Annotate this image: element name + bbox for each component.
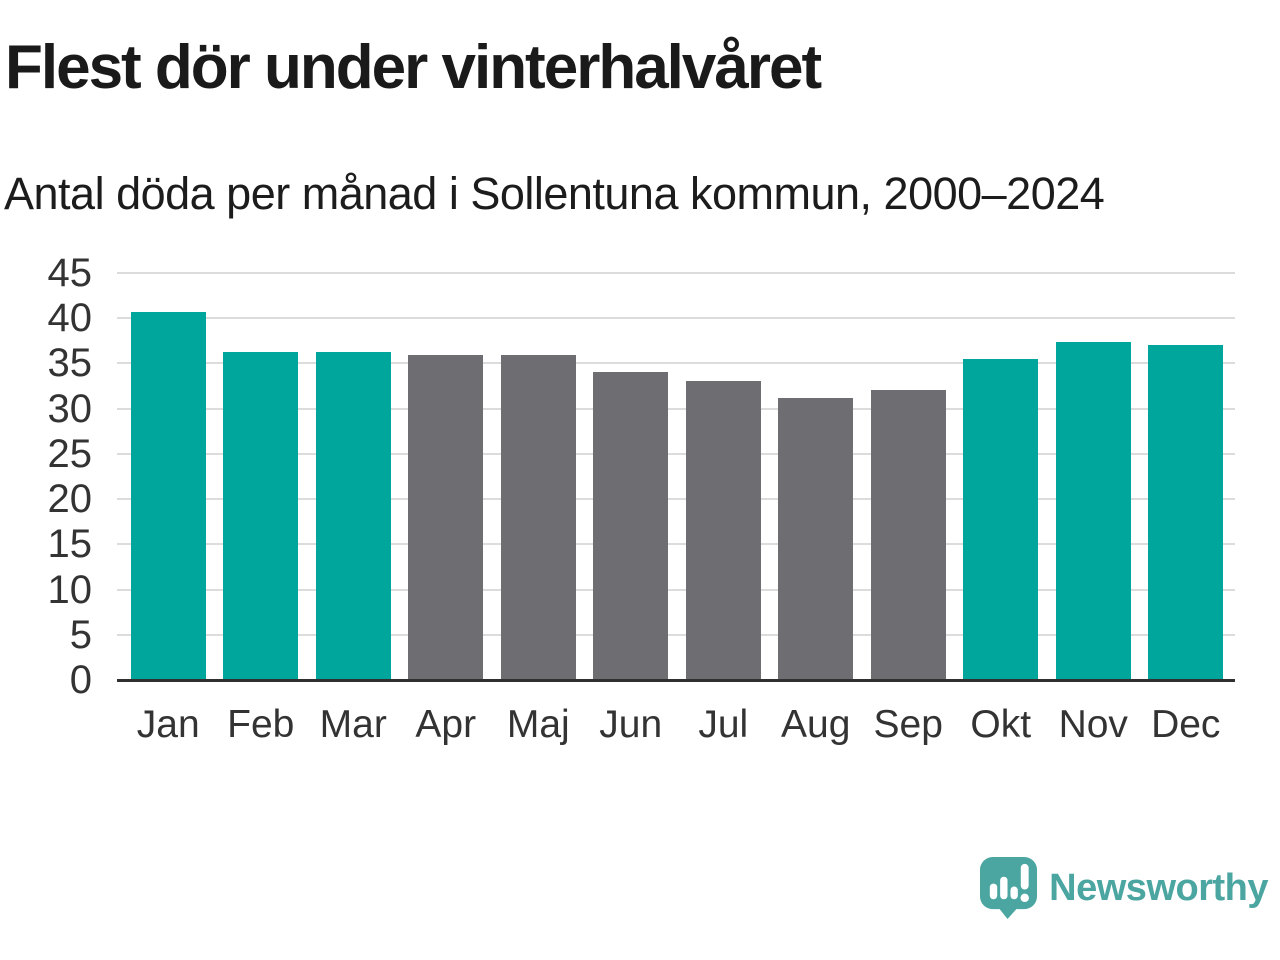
x-tick-okt: Okt bbox=[970, 703, 1032, 746]
bar-slot-feb bbox=[215, 351, 308, 680]
bar-okt bbox=[963, 358, 1039, 680]
y-tick-40: 40 bbox=[47, 296, 93, 341]
bar-mar bbox=[315, 351, 391, 680]
x-tick-dec: Dec bbox=[1151, 703, 1221, 746]
bar-slot-nov bbox=[1047, 341, 1140, 680]
gridline-5 bbox=[117, 633, 1235, 636]
bar-slot-jul bbox=[677, 380, 770, 680]
gridline-20 bbox=[117, 498, 1235, 501]
y-tick-10: 10 bbox=[47, 567, 93, 612]
y-tick-0: 0 bbox=[69, 658, 92, 702]
bar-slot-maj bbox=[492, 355, 585, 680]
x-tick-aug: Aug bbox=[781, 703, 851, 746]
y-tick-25: 25 bbox=[47, 431, 93, 476]
bars-container bbox=[122, 273, 1232, 680]
bar-nov bbox=[1055, 341, 1131, 680]
bar-jan bbox=[130, 311, 206, 680]
gridline-10 bbox=[117, 588, 1235, 591]
bar-slot-jan bbox=[122, 311, 215, 680]
bar-apr bbox=[408, 355, 484, 680]
gridline-45 bbox=[117, 272, 1235, 274]
bar-slot-sep bbox=[862, 389, 955, 680]
y-tick-5: 5 bbox=[69, 612, 92, 657]
gridline-35 bbox=[117, 362, 1235, 365]
x-tick-mar: Mar bbox=[319, 703, 387, 746]
y-tick-30: 30 bbox=[47, 386, 93, 431]
bar-sep bbox=[870, 389, 946, 680]
x-tick-nov: Nov bbox=[1058, 703, 1128, 746]
bar-jul bbox=[685, 380, 761, 680]
newsworthy-logo-icon bbox=[980, 857, 1038, 919]
bar-slot-jun bbox=[585, 371, 678, 680]
y-tick-15: 15 bbox=[47, 522, 93, 567]
x-tick-jun: Jun bbox=[599, 703, 663, 746]
gridline-40 bbox=[117, 317, 1235, 320]
x-tick-sep: Sep bbox=[873, 703, 943, 746]
chart-title: Flest dör under vinterhalvåret bbox=[5, 33, 822, 102]
gridline-25 bbox=[117, 452, 1235, 455]
x-tick-apr: Apr bbox=[415, 703, 477, 746]
bar-slot-mar bbox=[307, 351, 400, 680]
bar-chart: 0 5 10 15 20 25 30 35 40 45 Jan Feb Mar Apr Maj Jun Jul… bbox=[47, 251, 1235, 749]
bar-slot-dec bbox=[1140, 344, 1233, 680]
bar-feb bbox=[223, 351, 299, 680]
y-tick-20: 20 bbox=[47, 477, 93, 522]
gridline-30 bbox=[117, 407, 1235, 410]
bar-slot-apr bbox=[400, 355, 493, 680]
x-tick-jul: Jul bbox=[698, 703, 749, 746]
x-tick-jan: Jan bbox=[136, 703, 200, 746]
gridline-15 bbox=[117, 543, 1235, 546]
bar-maj bbox=[500, 355, 576, 680]
bar-slot-okt bbox=[955, 358, 1048, 680]
newsworthy-logo: Newsworthy bbox=[979, 856, 1268, 920]
x-axis-labels: Jan Feb Mar Apr Maj Jun Jul Aug Sep Okt Nov Dec bbox=[122, 701, 1232, 749]
bar-slot-aug bbox=[770, 397, 863, 680]
x-axis-line bbox=[117, 679, 1235, 682]
bar-jun bbox=[593, 371, 669, 680]
bar-dec bbox=[1148, 344, 1224, 680]
bar-aug bbox=[778, 397, 854, 680]
chart-subtitle: Antal döda per månad i Sollentuna kommun… bbox=[4, 168, 1105, 219]
y-tick-45: 45 bbox=[47, 251, 93, 295]
x-tick-feb: Feb bbox=[227, 703, 295, 746]
x-tick-maj: Maj bbox=[506, 703, 570, 746]
newsworthy-logo-text: Newsworthy bbox=[1049, 866, 1268, 909]
y-tick-35: 35 bbox=[47, 341, 93, 386]
